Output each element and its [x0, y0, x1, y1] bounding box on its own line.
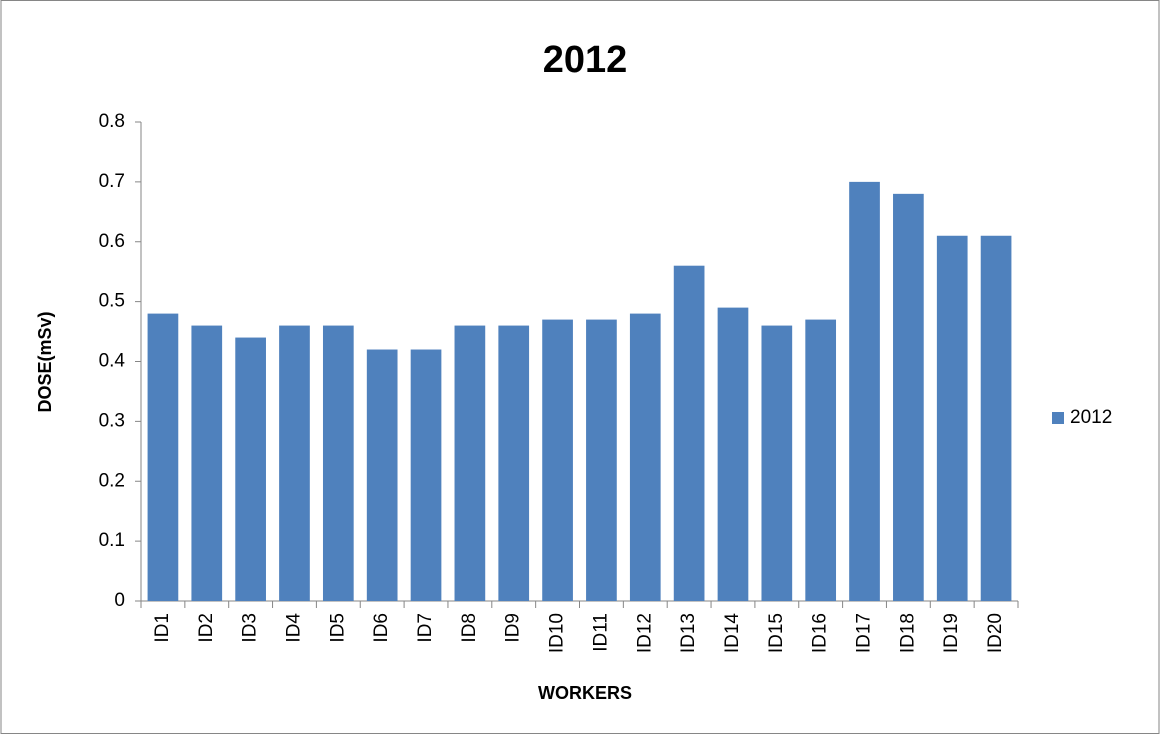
- x-tick-label: ID17: [854, 613, 875, 653]
- x-tick-label: ID5: [327, 613, 348, 643]
- bar: [980, 235, 1012, 601]
- legend-label: 2012: [1070, 407, 1112, 428]
- x-tick-label: ID7: [415, 613, 436, 643]
- bar: [805, 319, 837, 601]
- bar: [673, 265, 705, 601]
- x-tick-label: ID6: [371, 613, 392, 643]
- y-tick-label: 0.5: [99, 291, 125, 312]
- x-tick-label: ID11: [590, 613, 611, 652]
- x-tick-label: ID18: [897, 613, 918, 653]
- y-tick-label: 0.1: [99, 530, 125, 551]
- bar: [191, 325, 223, 601]
- bar: [322, 325, 354, 601]
- bar: [629, 313, 661, 601]
- y-tick-label: 0.7: [99, 171, 125, 192]
- bar: [366, 349, 398, 601]
- x-tick-label: ID2: [196, 613, 217, 643]
- y-axis-label: DOSE(mSv): [35, 311, 55, 412]
- x-tick-label: ID10: [547, 613, 568, 653]
- bar: [542, 319, 573, 601]
- x-tick-label: ID12: [634, 613, 655, 653]
- bar: [498, 325, 530, 601]
- bar: [849, 181, 880, 601]
- x-tick-label: ID1: [152, 613, 173, 643]
- bar: [147, 313, 179, 601]
- x-tick-label: ID14: [722, 613, 743, 654]
- x-tick-label: ID19: [941, 613, 962, 653]
- x-tick-label: ID16: [810, 613, 831, 653]
- y-tick-label: 0.8: [99, 111, 125, 132]
- x-tick-label: ID15: [766, 613, 787, 653]
- y-tick-label: 0.6: [99, 231, 125, 252]
- bar: [893, 193, 924, 601]
- x-tick-label: ID20: [985, 613, 1006, 653]
- bar: [717, 307, 749, 601]
- bar: [410, 349, 442, 601]
- y-tick-label: 0.3: [99, 410, 125, 431]
- bar: [586, 319, 617, 601]
- bar: [936, 235, 968, 601]
- x-tick-label: ID9: [503, 613, 524, 643]
- x-tick-label: ID4: [283, 613, 304, 643]
- bar: [761, 325, 793, 601]
- y-tick-label: 0.2: [99, 470, 125, 491]
- x-tick-label: ID3: [240, 613, 261, 643]
- bar: [279, 325, 310, 601]
- x-tick-label: ID13: [678, 613, 699, 653]
- bar: [454, 325, 486, 601]
- legend-swatch: [1052, 412, 1064, 424]
- x-tick-label: ID8: [459, 613, 480, 643]
- x-axis-label: WORKERS: [538, 683, 632, 703]
- y-tick-label: 0.4: [99, 351, 126, 372]
- bar: [235, 337, 266, 601]
- y-tick-label: 0: [114, 590, 125, 611]
- chart-title: 2012: [543, 39, 628, 81]
